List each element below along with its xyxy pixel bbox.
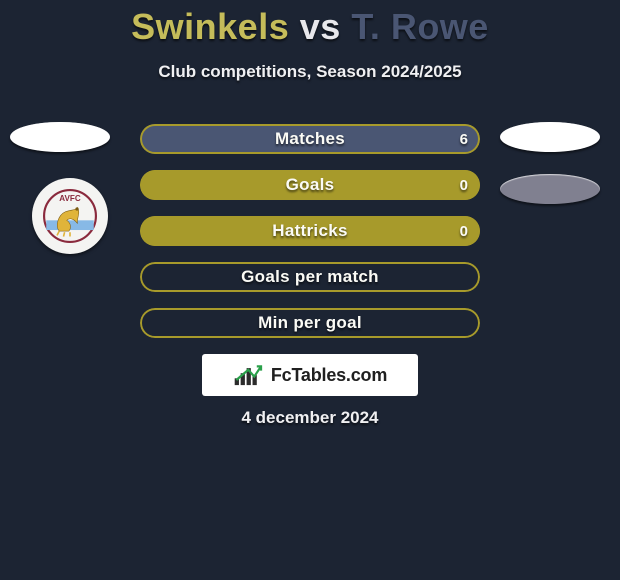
stat-value-right: 0	[460, 170, 468, 200]
player2-name: T. Rowe	[351, 6, 489, 47]
vs-label: vs	[300, 6, 341, 47]
stat-row: Goals0	[140, 170, 480, 200]
left-chip	[10, 122, 110, 152]
brand-label: FcTables.com	[271, 365, 387, 386]
stat-value-right: 0	[460, 216, 468, 246]
stat-label: Min per goal	[140, 308, 480, 338]
avfc-crest-icon: AVFC	[43, 189, 97, 243]
crest-text: AVFC	[59, 194, 81, 203]
brand-badge: FcTables.com	[202, 354, 418, 396]
fctables-logo-icon	[233, 363, 267, 387]
player1-name: Swinkels	[131, 6, 289, 47]
stat-value-right: 6	[460, 124, 468, 154]
stat-label: Matches	[140, 124, 480, 154]
stat-row: Min per goal	[140, 308, 480, 338]
comparison-title: Swinkels vs T. Rowe	[0, 0, 620, 48]
right-chip	[500, 122, 600, 152]
right-chip	[500, 174, 600, 204]
subtitle: Club competitions, Season 2024/2025	[0, 62, 620, 82]
club-crest-left: AVFC	[32, 178, 108, 254]
stat-row: Goals per match	[140, 262, 480, 292]
date-label: 4 december 2024	[0, 408, 620, 428]
stat-row: Matches6	[140, 124, 480, 154]
stat-label: Goals per match	[140, 262, 480, 292]
stat-label: Goals	[140, 170, 480, 200]
stat-row: Hattricks0	[140, 216, 480, 246]
stats-container: Matches6Goals0Hattricks0Goals per matchM…	[140, 124, 480, 354]
stat-label: Hattricks	[140, 216, 480, 246]
